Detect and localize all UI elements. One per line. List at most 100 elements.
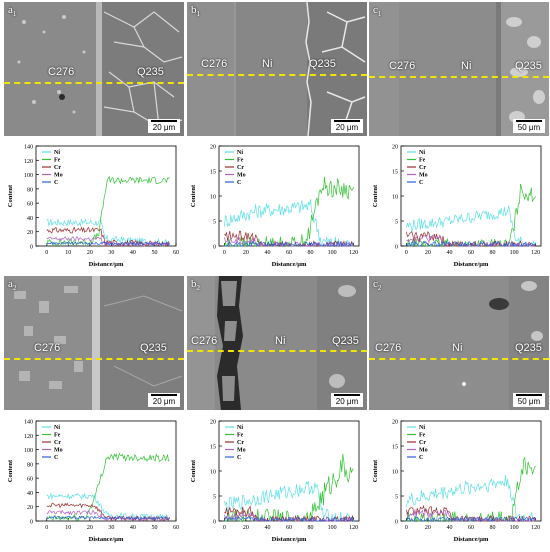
y-tick-label: 20 — [392, 420, 398, 426]
chart-b2: 0 5 10 15 20 0 20 40 60 80 100 120 Content Distance/μ… — [187, 415, 367, 545]
chart-b1-svg: 0 5 10 15 20 0 20 40 60 80 100 120 Content Distance/μ… — [190, 145, 360, 268]
y-tick-label: 140 — [24, 420, 33, 426]
y-tick-label: 0 — [213, 245, 216, 251]
series-line-c — [46, 515, 170, 521]
legend-label-fe: Fe — [54, 158, 61, 164]
series-line-fe — [406, 456, 536, 523]
scale-bar: 20 μm — [331, 119, 363, 133]
line-scan-path — [369, 358, 549, 360]
micrograph-c1: c1 C276 Ni Q235 50 μm — [369, 2, 549, 136]
series-line-fe — [46, 452, 170, 522]
y-tick-label: 60 — [27, 477, 33, 483]
x-tick-label: 50 — [151, 250, 157, 256]
y-tick-label: 0 — [30, 245, 33, 251]
chart-a1: 0 20 40 60 80 100 120 140 0 10 20 30 40 50 60 Content Di… — [4, 140, 184, 270]
y-axis-label: Content — [7, 459, 14, 482]
panel-label-b1: b1 — [191, 4, 200, 19]
legend-label-mo: Mo — [419, 173, 428, 179]
legend-label-c: C — [54, 180, 58, 186]
x-tick-label: 30 — [108, 525, 114, 531]
y-tick-label: 5 — [213, 220, 216, 226]
label-ni: Ni — [461, 60, 472, 72]
panel-label-c1: c1 — [373, 4, 382, 19]
line-scan-path — [369, 76, 549, 78]
y-tick-label: 140 — [24, 145, 33, 151]
micrograph-b1-image — [187, 2, 367, 136]
plot-frame — [35, 420, 177, 522]
micrograph-c2: c2 C276 Ni Q235 50 μm — [369, 276, 549, 410]
y-tick-label: 0 — [395, 520, 398, 526]
x-tick-label: 100 — [510, 525, 519, 531]
series-line-mo — [406, 508, 536, 522]
legend-label-fe: Fe — [419, 158, 426, 164]
y-tick-label: 20 — [210, 420, 216, 426]
x-tick-label: 60 — [468, 250, 474, 256]
legend-label-ni: Ni — [237, 150, 243, 156]
series-line-cr — [46, 502, 170, 522]
x-tick-label: 20 — [87, 250, 93, 256]
series-line-ni — [406, 474, 536, 523]
y-tick-label: 10 — [210, 470, 216, 476]
scale-bar: 50 μm — [513, 393, 545, 407]
x-tick-label: 80 — [490, 250, 496, 256]
series-line-c — [46, 241, 170, 247]
x-tick-label: 120 — [349, 525, 358, 531]
line-scan-path — [187, 74, 367, 76]
y-tick-label: 40 — [27, 216, 33, 222]
x-tick-label: 20 — [243, 250, 249, 256]
series-line-mo — [224, 511, 354, 523]
micrograph-c2-image — [369, 276, 549, 410]
label-c276: C276 — [48, 66, 75, 78]
x-tick-label: 10 — [65, 250, 71, 256]
legend-label-mo: Mo — [237, 173, 246, 179]
y-tick-label: 10 — [392, 195, 398, 201]
plot-frame — [35, 145, 177, 247]
legend-label-mo: Mo — [237, 448, 246, 454]
x-tick-label: 0 — [45, 525, 48, 531]
legend-label-fe: Fe — [237, 158, 244, 164]
x-tick-label: 0 — [405, 525, 408, 531]
legend-label-fe: Fe — [419, 433, 426, 439]
legend-label-ni: Ni — [54, 425, 60, 431]
x-tick-label: 40 — [264, 525, 270, 531]
y-tick-label: 120 — [24, 159, 33, 165]
legend-label-ni: Ni — [419, 425, 425, 431]
micrograph-a1: a1 C276 Q235 20 μm — [4, 2, 184, 136]
x-tick-label: 20 — [425, 250, 431, 256]
y-tick-label: 0 — [395, 245, 398, 251]
legend-label-c: C — [419, 180, 423, 186]
chart-b1: 0 5 10 15 20 0 20 40 60 80 100 120 Content Distance/μ… — [187, 140, 367, 270]
line-scan-path — [4, 82, 184, 84]
series-line-c — [406, 240, 536, 248]
legend-label-mo: Mo — [54, 448, 63, 454]
x-tick-label: 40 — [130, 250, 136, 256]
x-tick-label: 100 — [328, 525, 337, 531]
x-tick-label: 40 — [130, 525, 136, 531]
x-tick-label: 40 — [264, 250, 270, 256]
panel-label-c2: c2 — [373, 278, 382, 293]
x-axis-label: Distance/μm — [89, 536, 124, 543]
legend-label-mo: Mo — [54, 173, 63, 179]
legend-label-fe: Fe — [54, 433, 61, 439]
chart-c1: 0 5 10 15 20 0 20 40 60 80 100 120 Content Distance/μ… — [369, 140, 549, 270]
y-tick-label: 100 — [24, 173, 33, 179]
x-axis-label: Distance/μm — [272, 536, 307, 543]
x-tick-label: 80 — [308, 250, 314, 256]
line-scan-path — [4, 358, 184, 360]
x-tick-label: 40 — [446, 250, 452, 256]
micrograph-b2-image — [187, 276, 367, 410]
y-axis-label: Content — [190, 184, 197, 207]
y-tick-label: 0 — [213, 520, 216, 526]
label-c276: C276 — [34, 342, 61, 354]
label-q235: Q235 — [332, 335, 359, 347]
x-tick-label: 0 — [223, 250, 226, 256]
label-q235: Q235 — [515, 60, 542, 72]
y-axis-label: Content — [7, 184, 14, 207]
micrograph-b1: b1 C276 Ni Q235 20 μm — [187, 2, 367, 136]
y-tick-label: 120 — [24, 434, 33, 440]
y-axis-label: Content — [372, 459, 379, 482]
legend-label-c: C — [237, 455, 241, 461]
micrograph-a1-image — [4, 2, 184, 136]
y-tick-label: 20 — [27, 230, 33, 236]
y-tick-label: 40 — [27, 491, 33, 497]
